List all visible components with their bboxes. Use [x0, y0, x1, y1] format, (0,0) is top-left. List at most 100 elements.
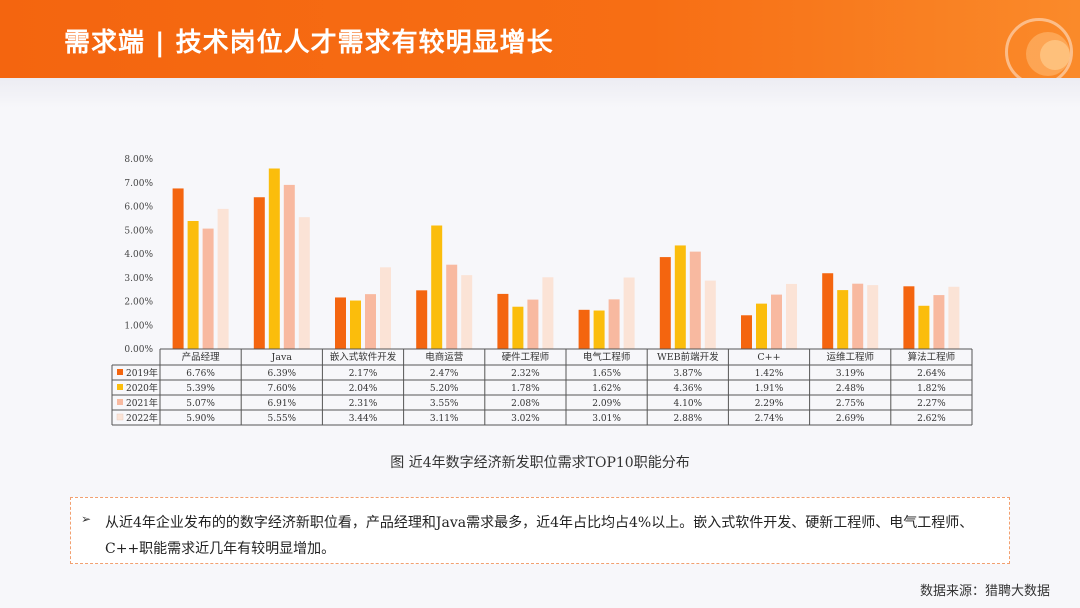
summary-note-box: ➢ 从近4年企业发布的的数字经济新职位看，产品经理和Java需求最多，近4年占比… [70, 497, 1010, 564]
bar [771, 294, 782, 349]
bar [542, 277, 554, 349]
table-cell-value: 1.42% [755, 369, 784, 379]
legend-label: 2021年 [126, 397, 158, 409]
table-cell-value: 1.62% [592, 384, 621, 394]
bar [217, 208, 229, 349]
bar [593, 310, 605, 349]
table-cell-value: 3.55% [430, 399, 459, 409]
table-cell-value: 6.39% [268, 369, 297, 379]
bar [659, 257, 671, 349]
bar-chart: 0.00% 1.00% 2.00% 3.00% 4.00% 5.00% 6.00% 7.00%… [111, 155, 973, 426]
table-cell-value: 1.65% [592, 369, 621, 379]
decorative-circle-inner [1040, 40, 1070, 70]
bar [741, 315, 752, 349]
table-cell-value: 3.19% [836, 369, 865, 379]
data-source: 数据来源：猎聘大数据 [919, 584, 1050, 599]
table-cell-value: 1.91% [755, 384, 784, 394]
table-cell-value: 5.39% [186, 384, 215, 394]
bar [674, 245, 686, 349]
table-cell-value: 6.76% [186, 369, 215, 379]
table-cell-value: 2.09% [592, 399, 621, 409]
chart-caption: 图 近4年数字经济新发职位需求TOP10职能分布 [390, 455, 690, 471]
bar [335, 297, 346, 349]
y-tick-label: 2.00% [124, 298, 153, 308]
bar [431, 225, 443, 349]
bar [527, 299, 539, 349]
header-shadow-band [0, 78, 1080, 108]
legend-swatch [117, 369, 123, 375]
header-bar: 需求端 | 技术岗位人才需求有较明显增长 [0, 0, 1080, 78]
category-label: 算法工程师 [908, 351, 956, 363]
bar [202, 228, 214, 349]
legend-label: 2022年 [126, 412, 158, 424]
legend-swatch [117, 384, 123, 390]
summary-note-text: 从近4年企业发布的的数字经济新职位看，产品经理和Java需求最多，近4年占比均占… [105, 515, 974, 557]
table-cell-value: 2.27% [917, 399, 946, 409]
table-cell-value: 3.02% [511, 414, 540, 424]
table-cell-value: 5.90% [186, 414, 215, 424]
bar [365, 294, 376, 349]
category-label: 硬件工程师 [502, 351, 550, 363]
bar [852, 283, 864, 349]
table-cell-value: 1.82% [917, 384, 946, 394]
table-cell-value: 3.01% [592, 414, 621, 424]
y-tick-label: 8.00% [124, 155, 153, 165]
table-cell-value: 2.08% [511, 399, 540, 409]
category-label: 电商运营 [425, 351, 463, 363]
category-label: C++ [757, 352, 780, 363]
bar [461, 275, 473, 349]
legend-swatch [117, 399, 123, 405]
bar [172, 188, 184, 349]
table-cell-value: 2.29% [755, 399, 784, 409]
bar [416, 290, 428, 349]
table-cell-value: 2.74% [755, 414, 784, 424]
bar [512, 306, 524, 349]
table-cell-value: 7.60% [268, 384, 297, 394]
table-cell-value: 2.17% [349, 369, 378, 379]
table-cell-value: 2.48% [836, 384, 865, 394]
bar [903, 286, 915, 349]
table-cell-value: 5.20% [430, 384, 459, 394]
y-tick-label: 1.00% [124, 321, 153, 331]
bar [298, 217, 310, 349]
table-cell-value: 4.10% [674, 399, 703, 409]
category-label: Java [271, 352, 293, 363]
category-label: 电气工程师 [583, 351, 631, 363]
bar [689, 251, 701, 349]
bar [350, 300, 361, 349]
bar [608, 299, 620, 349]
table-cell-value: 5.55% [268, 414, 297, 424]
bar [497, 293, 509, 349]
y-tick-label: 4.00% [124, 250, 153, 260]
bar [446, 264, 458, 349]
legend-label: 2020年 [126, 382, 158, 394]
category-label: WEB前端开发 [657, 351, 719, 363]
bar [933, 295, 945, 349]
table-cell-value: 3.87% [674, 369, 703, 379]
table-cell-value: 6.91% [268, 399, 297, 409]
bar [918, 305, 930, 349]
table-cell-value: 3.11% [430, 414, 459, 424]
bar [253, 197, 265, 349]
bar [623, 277, 635, 349]
table-cell-value: 2.47% [430, 369, 459, 379]
table-cell-value: 2.64% [917, 369, 946, 379]
table-cell-value: 2.75% [836, 399, 865, 409]
y-tick-label: 6.00% [124, 203, 153, 213]
bar [948, 286, 960, 349]
table-cell-value: 2.31% [349, 399, 378, 409]
bar [837, 290, 849, 349]
bar [704, 280, 716, 349]
table-cell-value: 2.32% [511, 369, 540, 379]
y-tick-label: 7.00% [124, 179, 153, 189]
bar [380, 267, 391, 349]
legend-swatch [116, 413, 124, 421]
legend-label: 2019年 [126, 367, 158, 379]
table-cell-value: 4.36% [674, 384, 703, 394]
y-tick-label: 5.00% [124, 226, 153, 236]
bar [786, 283, 797, 349]
bar [756, 303, 767, 349]
category-label: 产品经理 [182, 351, 221, 363]
bar [283, 184, 295, 349]
decorative-ring [1005, 18, 1073, 78]
